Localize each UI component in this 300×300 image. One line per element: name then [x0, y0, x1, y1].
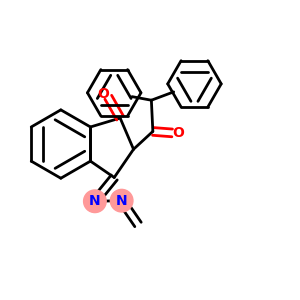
Text: O: O [97, 87, 109, 101]
Text: N: N [116, 194, 127, 208]
Circle shape [84, 190, 106, 213]
Circle shape [110, 189, 133, 212]
Text: N: N [89, 194, 101, 208]
Text: O: O [172, 126, 184, 140]
